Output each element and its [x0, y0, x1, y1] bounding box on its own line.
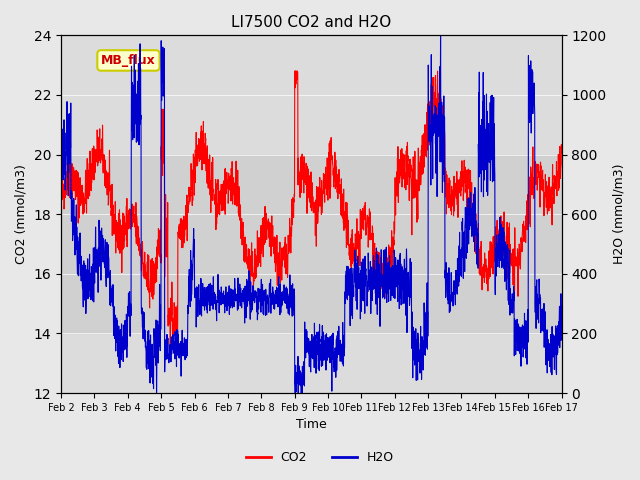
H2O — [457, 272, 465, 278]
H2O — [557, 303, 565, 309]
Y-axis label: CO2 (mmol/m3): CO2 (mmol/m3) — [15, 164, 28, 264]
H2O — [514, 322, 522, 328]
H2O — [436, 33, 444, 38]
Text: MB_flux: MB_flux — [101, 54, 156, 67]
CO2 — [514, 252, 522, 258]
Bar — [61, 155, 561, 334]
H2O — [196, 296, 204, 302]
H2O — [57, 172, 65, 178]
Line: CO2: CO2 — [61, 71, 561, 346]
CO2 — [326, 170, 333, 176]
Title: LI7500 CO2 and H2O: LI7500 CO2 and H2O — [231, 15, 392, 30]
H2O — [528, 91, 536, 96]
CO2 — [173, 343, 181, 349]
CO2 — [197, 129, 205, 135]
H2O — [326, 335, 333, 340]
CO2 — [528, 172, 536, 178]
H2O — [291, 390, 299, 396]
X-axis label: Time: Time — [296, 419, 326, 432]
CO2 — [557, 150, 565, 156]
CO2 — [337, 201, 344, 206]
CO2 — [57, 194, 65, 200]
H2O — [337, 337, 344, 343]
CO2 — [457, 193, 465, 199]
CO2 — [291, 68, 299, 74]
Line: H2O: H2O — [61, 36, 561, 393]
Y-axis label: H2O (mmol/m3): H2O (mmol/m3) — [612, 164, 625, 264]
Legend: CO2, H2O: CO2, H2O — [241, 446, 399, 469]
